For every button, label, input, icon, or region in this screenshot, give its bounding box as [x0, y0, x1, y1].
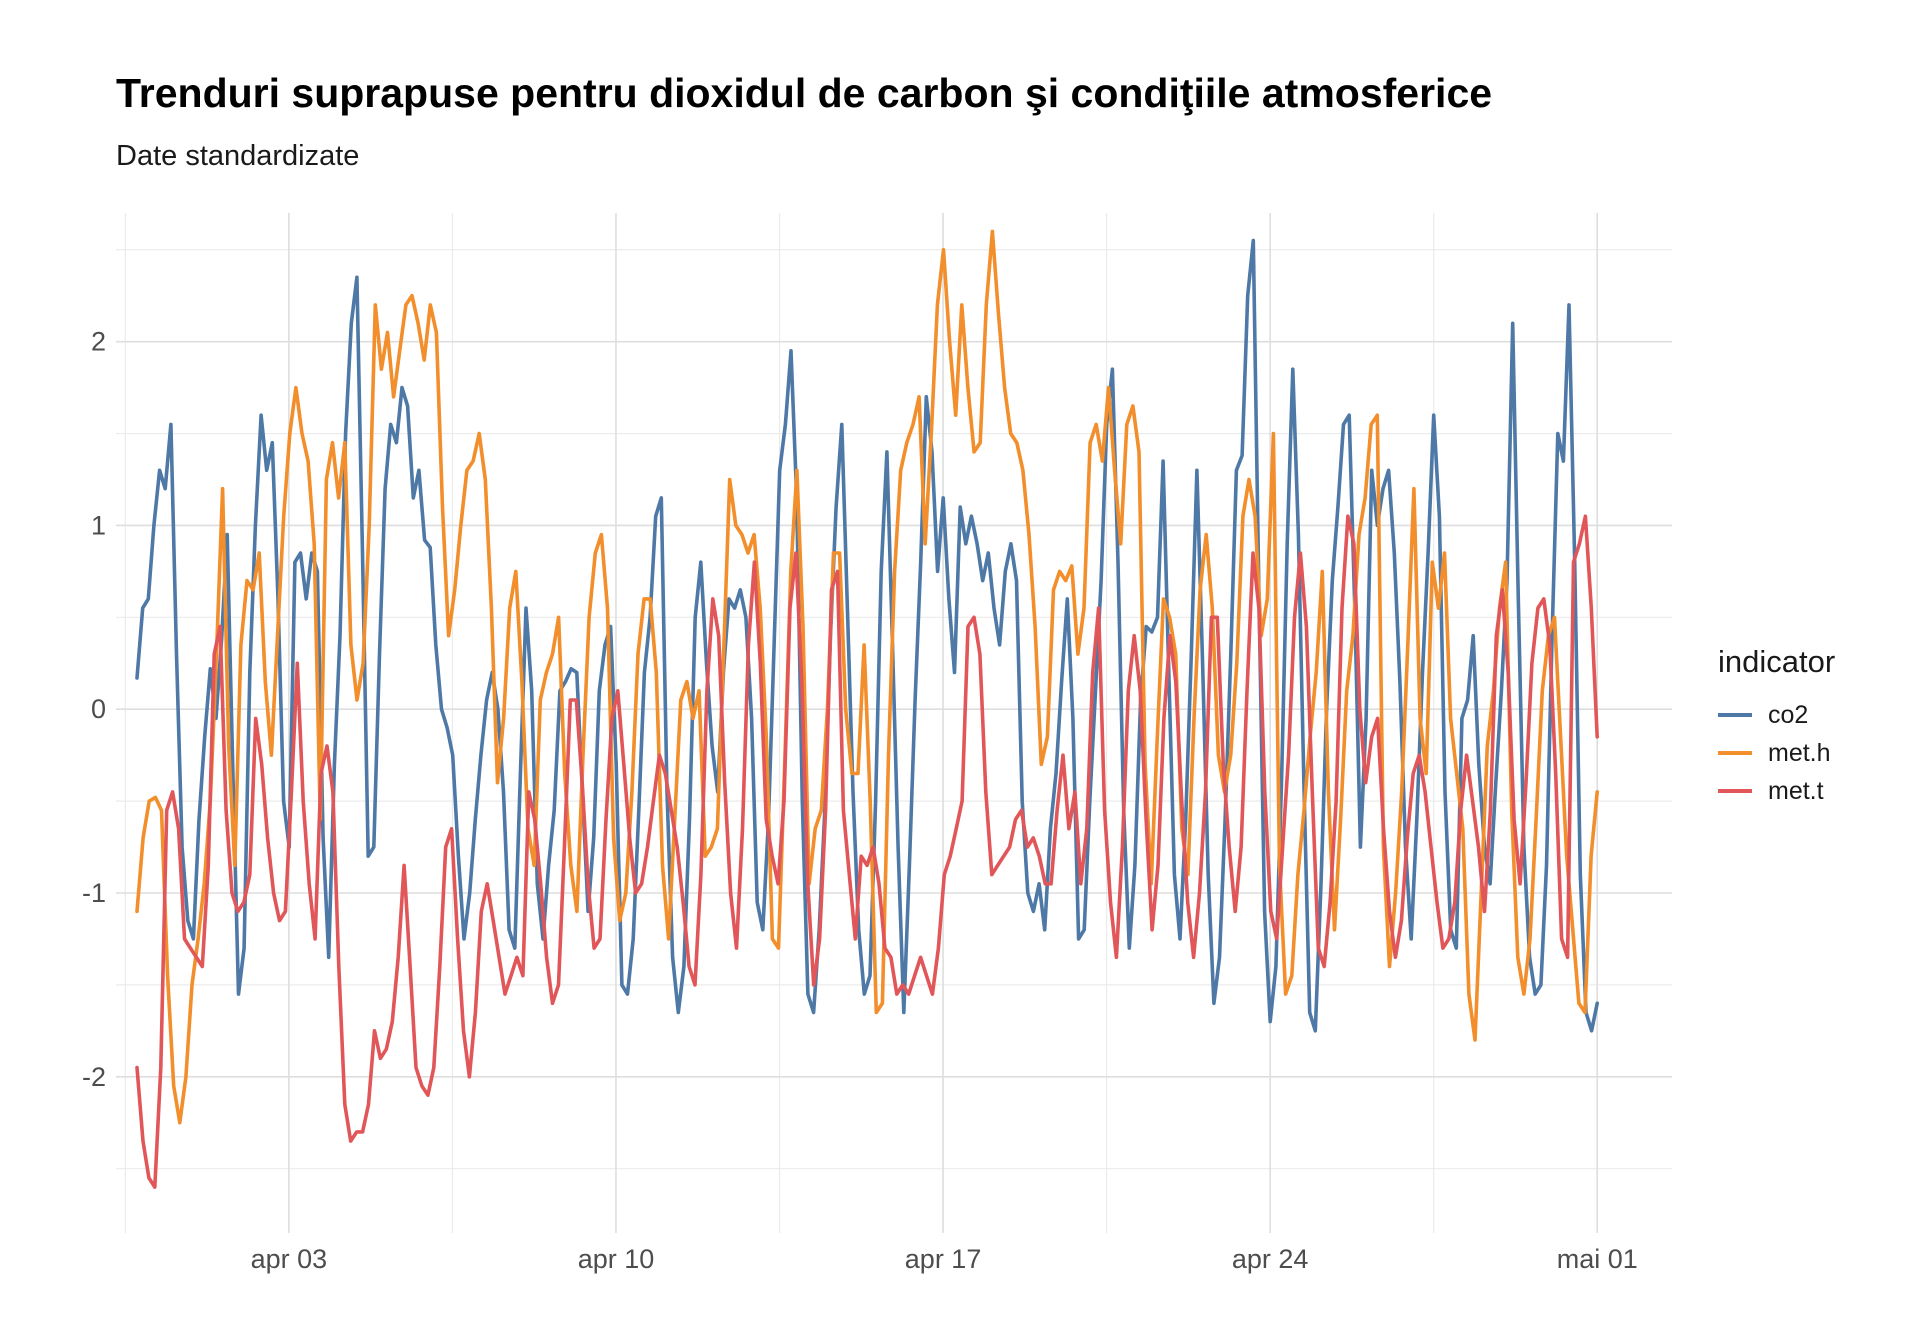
legend-item-met-t: met.t — [1718, 772, 1835, 810]
chart-title: Trenduri suprapuse pentru dioxidul de ca… — [116, 70, 1493, 116]
legend-label: met.h — [1768, 738, 1831, 767]
y-tick-label: -1 — [82, 878, 106, 908]
legend-label: co2 — [1768, 700, 1809, 729]
y-axis-tick-labels: 2 1 0 -1 -2 — [82, 327, 106, 1092]
legend-key-line — [1718, 751, 1752, 755]
legend-key-line — [1718, 713, 1752, 717]
y-tick-label: 2 — [91, 327, 106, 357]
legend-title: indicator — [1718, 644, 1836, 679]
chart-subtitle: Date standardizate — [116, 140, 360, 172]
series-line-co2 — [135, 238, 1599, 1033]
x-tick-label: apr 10 — [578, 1244, 655, 1274]
legend-item-co2: co2 — [1718, 696, 1835, 734]
y-tick-label: 1 — [91, 510, 106, 540]
x-tick-label: mai 01 — [1557, 1244, 1638, 1274]
series-lines — [135, 229, 1599, 1189]
y-tick-label: 0 — [91, 694, 106, 724]
x-tick-label: apr 03 — [251, 1244, 328, 1274]
legend-label: met.t — [1768, 776, 1824, 805]
legend-item-met-h: met.h — [1718, 734, 1835, 772]
x-tick-label: apr 24 — [1232, 1244, 1309, 1274]
x-axis-tick-labels: apr 03 apr 10 apr 17 apr 24 mai 01 — [251, 1244, 1638, 1274]
legend-key-line — [1718, 789, 1752, 793]
series-line-met-t — [135, 514, 1599, 1189]
x-tick-label: apr 17 — [905, 1244, 982, 1274]
legend: indicator co2 met.h met.t — [1718, 644, 1835, 810]
legend-items: co2 met.h met.t — [1718, 696, 1835, 810]
y-tick-label: -2 — [82, 1062, 106, 1092]
series-line-met-h — [135, 229, 1599, 1125]
